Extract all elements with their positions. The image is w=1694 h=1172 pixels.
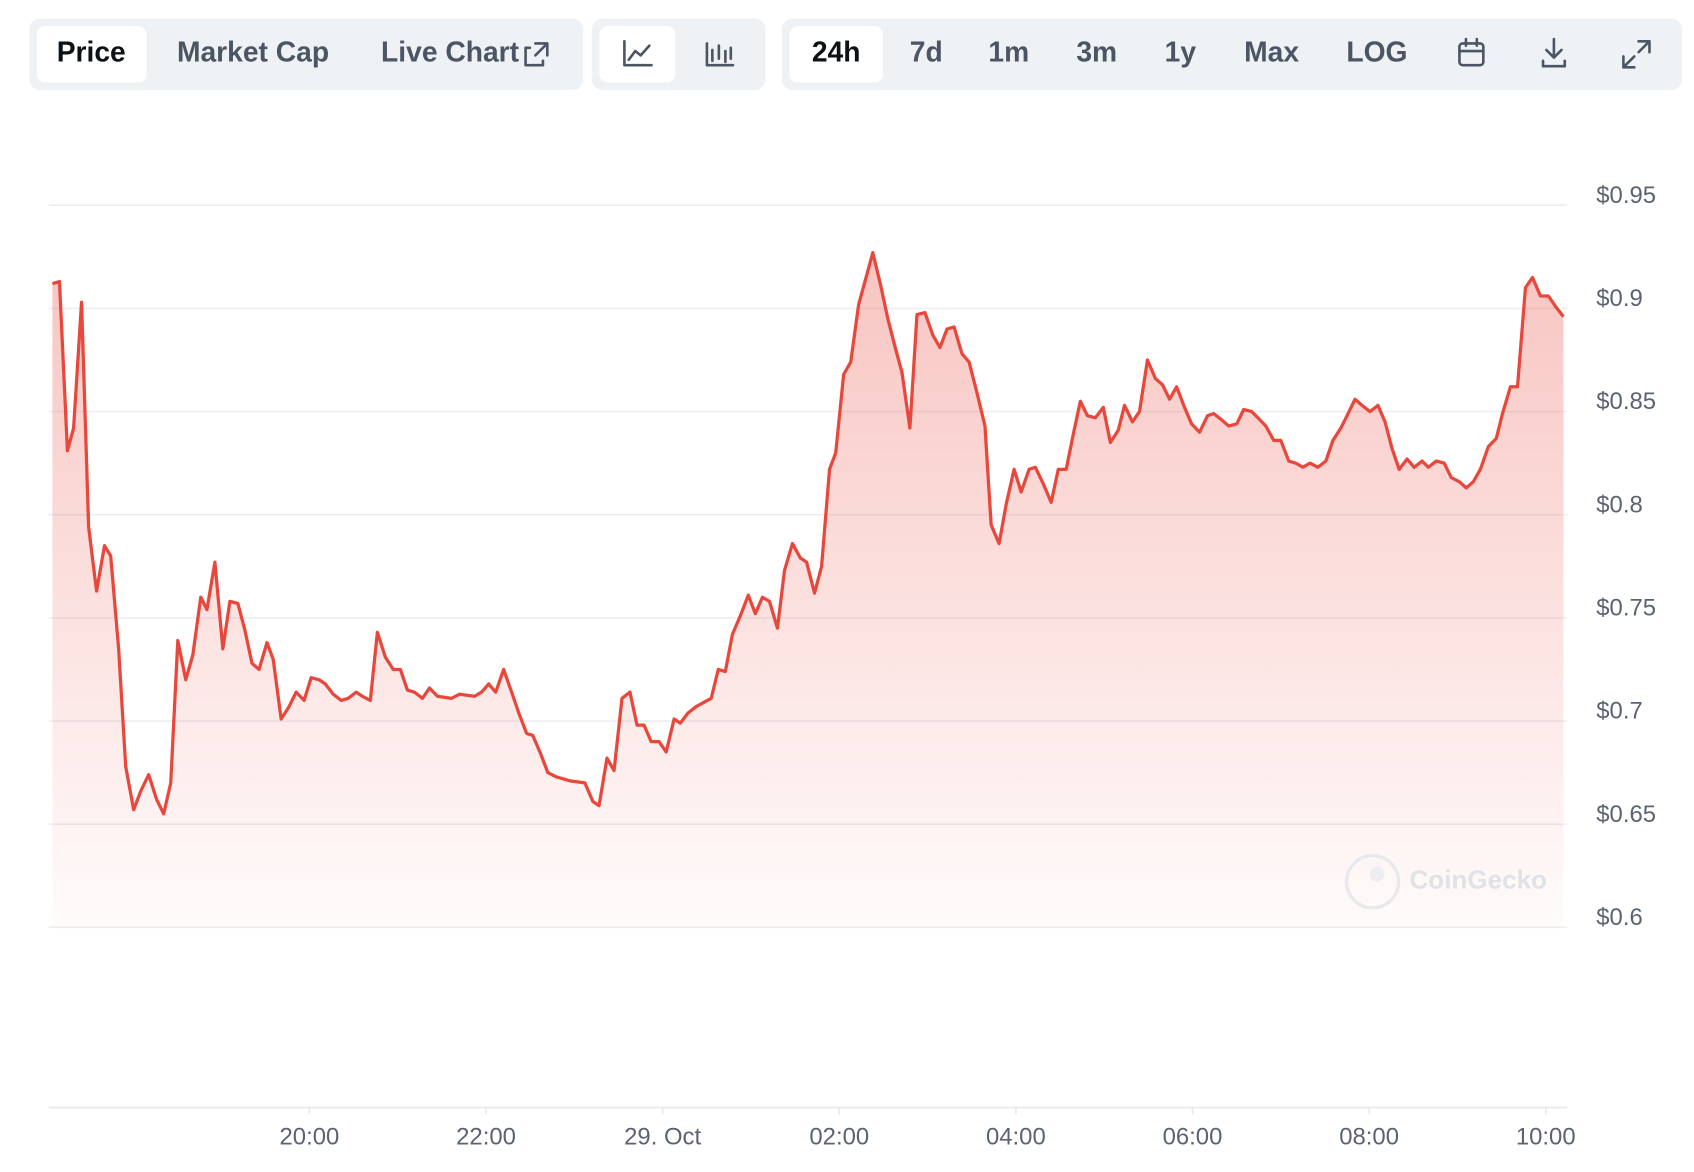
x-tick-label: 22:00 [456,1123,516,1150]
watermark: CoinGecko [1344,854,1547,910]
candle-chart-button[interactable] [705,42,735,67]
tab[interactable]: Market Cap [177,36,329,68]
watermark-text: CoinGecko [1409,865,1547,895]
x-tick-label: 29. Oct [624,1123,701,1150]
watermark-logo-eye [1369,866,1385,882]
y-tick-label: $0.85 [1596,388,1656,415]
range-button[interactable]: 1m [988,36,1029,68]
x-tick-label: 20:00 [280,1123,340,1150]
range-selected-bg [789,26,883,83]
y-tick-label: $0.8 [1596,491,1642,518]
range-button[interactable]: 7d [910,36,943,68]
plot: $0.6 $0.65 $0.7 $0.75 $0.8 $0.85 $0.9 $0.95 20:0… [48,182,1656,1150]
range-button[interactable]: LOG [1346,36,1407,68]
tab[interactable]: Price [57,36,126,68]
y-tick-label: $0.7 [1596,698,1642,725]
y-tick-label: $0.95 [1596,182,1656,209]
calendar-icon [1458,42,1485,67]
calendar-icon-detail [1458,37,1485,53]
calendar-button[interactable] [1458,37,1485,67]
y-tick-label: $0.65 [1596,801,1656,828]
range-group [781,18,1683,91]
tab-group [29,18,584,91]
external-link-icon [524,42,549,67]
range-button[interactable]: 3m [1076,36,1117,68]
x-tick-label: 02:00 [809,1123,869,1150]
line-chart-icon [623,39,653,67]
price-line [51,251,1565,816]
tab-selected-bg [36,26,147,83]
range-button[interactable]: 1y [1165,36,1197,68]
range-button[interactable]: Max [1244,36,1299,68]
range-button[interactable]: 24h [812,36,861,68]
candle-chart-icon [705,42,735,67]
y-tick-label: $0.6 [1596,904,1642,931]
toolbar: Price Market Cap Live Chart 24h 7d 1m 3m 1y Max L… [29,18,1683,91]
y-tick-label: $0.9 [1596,285,1642,312]
x-tick-label: 08:00 [1339,1123,1399,1150]
x-tick-label: 04:00 [986,1123,1046,1150]
x-tick-label: 10:00 [1516,1123,1576,1150]
x-tick-label: 06:00 [1163,1123,1223,1150]
tab[interactable]: Live Chart [381,36,520,68]
download-button[interactable] [1541,37,1567,68]
y-tick-label: $0.75 [1596,594,1656,621]
area [52,252,1564,928]
watermark-logo [1344,854,1401,910]
fullscreen-button[interactable] [1622,39,1651,69]
